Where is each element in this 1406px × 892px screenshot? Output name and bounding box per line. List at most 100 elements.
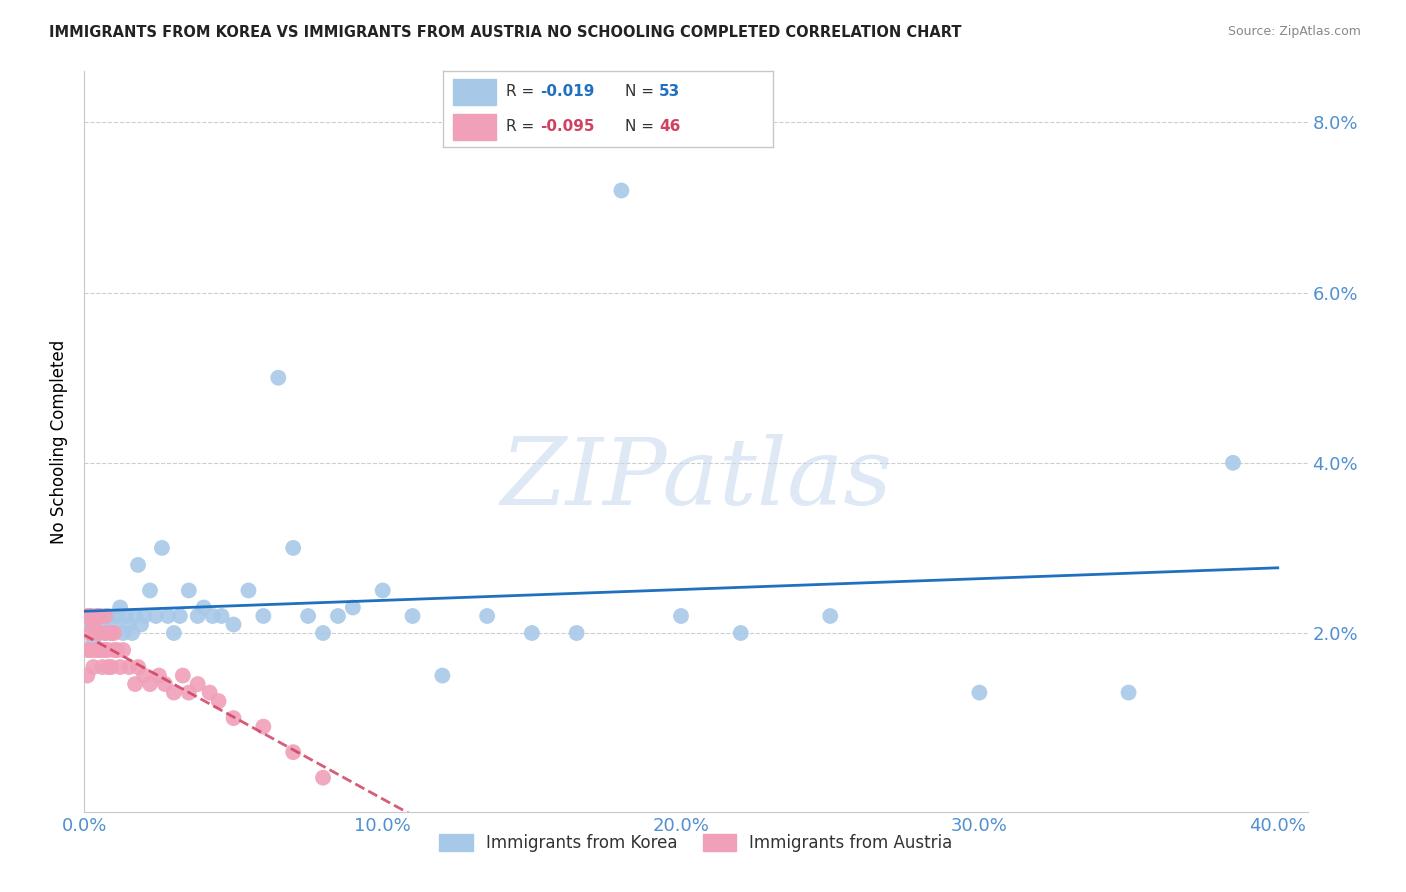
Point <box>97 660 120 674</box>
Point <box>76 668 98 682</box>
Point <box>207 694 229 708</box>
Point <box>82 643 104 657</box>
Point <box>79 626 101 640</box>
Point <box>84 609 107 624</box>
Point <box>112 626 135 640</box>
Text: 53: 53 <box>659 85 681 99</box>
Text: N =: N = <box>624 120 658 134</box>
Point <box>94 609 117 624</box>
Point <box>84 643 107 657</box>
Point <box>148 668 170 682</box>
Point <box>297 609 319 624</box>
Text: -0.019: -0.019 <box>540 85 595 99</box>
Point <box>94 626 117 640</box>
Point <box>118 660 141 674</box>
Point <box>475 609 498 624</box>
Point <box>1118 685 1140 699</box>
Point <box>103 643 125 657</box>
Point <box>89 643 111 657</box>
Point <box>198 685 221 699</box>
Point <box>100 626 122 640</box>
Point <box>89 609 111 624</box>
Point <box>108 660 131 674</box>
Point <box>139 677 162 691</box>
Point <box>177 583 200 598</box>
Point <box>222 617 245 632</box>
Point <box>105 643 128 657</box>
Point <box>169 609 191 624</box>
Point <box>172 668 194 682</box>
Text: IMMIGRANTS FROM KOREA VS IMMIGRANTS FROM AUSTRIA NO SCHOOLING COMPLETED CORRELAT: IMMIGRANTS FROM KOREA VS IMMIGRANTS FROM… <box>49 25 962 40</box>
Text: 46: 46 <box>659 120 681 134</box>
Point <box>91 617 114 632</box>
Point <box>76 617 98 632</box>
Legend: Immigrants from Korea, Immigrants from Austria: Immigrants from Korea, Immigrants from A… <box>433 828 959 859</box>
Point <box>94 643 117 657</box>
Point <box>669 609 692 624</box>
Text: ZIPatlas: ZIPatlas <box>501 434 891 524</box>
Point <box>94 626 117 640</box>
Point <box>79 609 101 624</box>
Point <box>112 643 135 657</box>
Point <box>187 677 209 691</box>
Point <box>91 643 114 657</box>
Point <box>201 609 224 624</box>
Point <box>82 617 104 632</box>
Point <box>222 711 245 725</box>
Point <box>326 609 349 624</box>
Point <box>238 583 260 598</box>
Point <box>82 634 104 648</box>
Point <box>153 677 176 691</box>
Point <box>97 609 120 624</box>
Point <box>150 541 173 555</box>
Point <box>132 668 155 682</box>
Text: -0.095: -0.095 <box>540 120 595 134</box>
Point <box>432 668 454 682</box>
Point <box>127 558 149 572</box>
Point <box>121 626 143 640</box>
Point <box>730 626 752 640</box>
Point <box>187 609 209 624</box>
Point <box>124 609 146 624</box>
Text: R =: R = <box>506 85 538 99</box>
Point <box>79 643 101 657</box>
Point <box>401 609 423 624</box>
Point <box>105 609 128 624</box>
Point <box>103 617 125 632</box>
Point <box>163 685 186 699</box>
Text: Source: ZipAtlas.com: Source: ZipAtlas.com <box>1227 25 1361 38</box>
Point <box>1222 456 1244 470</box>
Point <box>115 609 138 624</box>
Point <box>89 626 111 640</box>
Point <box>76 643 98 657</box>
Point <box>129 617 152 632</box>
Point <box>520 626 543 640</box>
Point <box>97 643 120 657</box>
Point <box>252 720 274 734</box>
Text: R =: R = <box>506 120 538 134</box>
Point <box>82 660 104 674</box>
Point <box>76 609 98 624</box>
Point <box>89 609 111 624</box>
Point <box>177 685 200 699</box>
Point <box>193 600 215 615</box>
Point <box>312 626 335 640</box>
Point <box>163 626 186 640</box>
Text: N =: N = <box>624 85 658 99</box>
Point <box>312 771 335 785</box>
Point <box>84 626 107 640</box>
Point <box>124 677 146 691</box>
Point <box>969 685 991 699</box>
Point <box>283 541 305 555</box>
Point <box>252 609 274 624</box>
Point <box>91 660 114 674</box>
Point <box>371 583 394 598</box>
Point <box>342 600 364 615</box>
Point <box>283 745 305 759</box>
Point <box>103 626 125 640</box>
Point <box>100 660 122 674</box>
Point <box>84 626 107 640</box>
Point <box>132 609 155 624</box>
Point <box>100 626 122 640</box>
Point <box>139 583 162 598</box>
